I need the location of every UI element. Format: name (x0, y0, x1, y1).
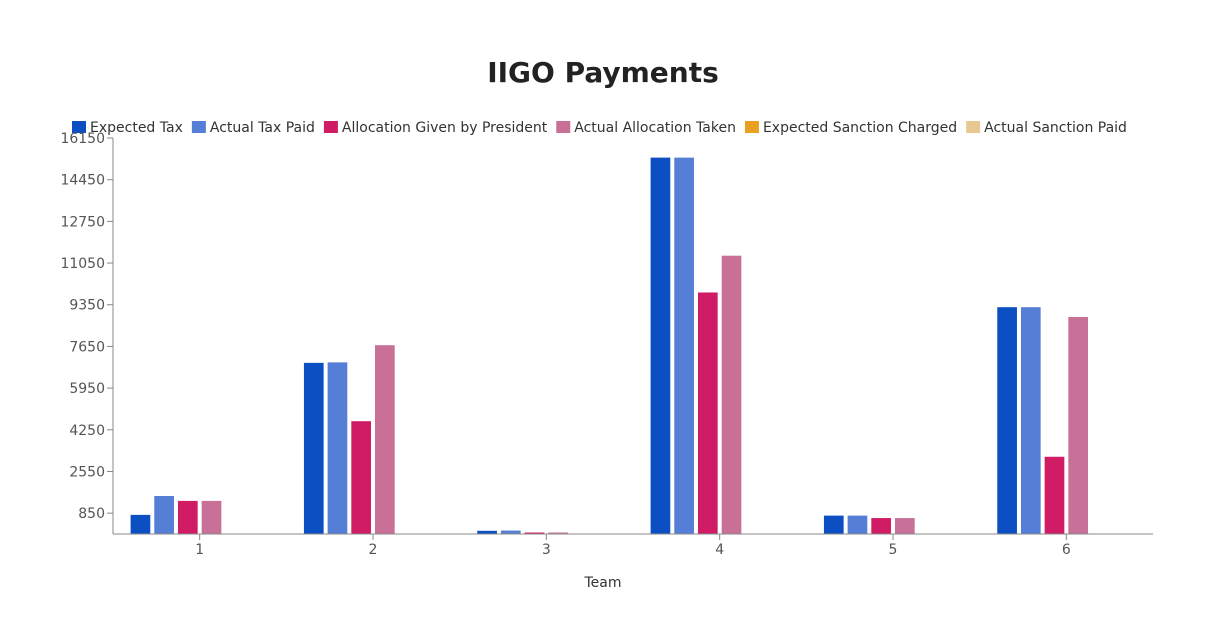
y-tick-label: 9350 (69, 298, 105, 314)
legend-swatch-5 (744, 121, 759, 133)
bar-team-5-series-4[interactable] (895, 518, 915, 534)
y-axis: 850 2550 4250 5950 7650 9350 11050 12750 14450 16… (60, 131, 114, 534)
bar-team-5-series-2[interactable] (847, 515, 868, 534)
x-tick-label: 6 (1062, 542, 1071, 558)
legend-swatch-4 (556, 121, 571, 133)
y-tick-label: 4250 (69, 423, 105, 439)
legend-label-5[interactable]: Expected Sanction Charged (763, 120, 957, 136)
bar-team-5-series-1[interactable] (823, 515, 844, 534)
bar-team-6-series-2[interactable] (1020, 307, 1041, 534)
bar-team-6-series-3[interactable] (1044, 456, 1065, 534)
bar-team-4-series-1[interactable] (650, 157, 671, 535)
bar-team-2-series-3[interactable] (351, 421, 371, 534)
x-tick-label: 5 (889, 542, 898, 558)
bar-team-2-series-1[interactable] (303, 362, 324, 534)
bar-team-3-series-3[interactable] (524, 532, 545, 534)
chart-title: IIGO Payments (487, 56, 719, 89)
legend: Expected Tax Actual Tax Paid Allocation Gi… (72, 120, 1127, 136)
y-tick-label: 14450 (60, 173, 105, 189)
bar-team-4-series-2[interactable] (674, 157, 694, 535)
bar-team-3-series-4[interactable] (548, 532, 569, 534)
bar-team-6-series-1[interactable] (997, 307, 1017, 534)
bar-team-1-series-4[interactable] (201, 500, 222, 534)
y-tick-label: 12750 (60, 214, 105, 230)
x-tick-label: 4 (715, 542, 724, 558)
x-tick-label: 2 (369, 542, 378, 558)
legend-label-2[interactable]: Actual Tax Paid (210, 120, 315, 136)
x-tick-label: 1 (195, 542, 204, 558)
x-axis-label: Team (583, 575, 621, 591)
legend-label-3[interactable]: Allocation Given by President (342, 120, 548, 136)
bar-team-4-series-3[interactable] (697, 292, 718, 534)
bar-team-4-series-4[interactable] (721, 255, 742, 534)
bar-team-5-series-3[interactable] (871, 518, 891, 534)
bar-team-6-series-4[interactable] (1068, 316, 1089, 534)
bar-team-3-series-2[interactable] (500, 530, 521, 534)
bar-team-1-series-2[interactable] (154, 495, 174, 534)
plot-area (130, 157, 1089, 535)
legend-swatch-1 (72, 121, 86, 133)
x-axis: 1 2 3 4 5 6 (113, 533, 1153, 558)
bar-team-1-series-1[interactable] (130, 514, 151, 534)
y-tick-label: 11050 (60, 256, 105, 272)
bar-team-1-series-3[interactable] (177, 500, 198, 534)
bar-team-3-series-1[interactable] (477, 530, 497, 534)
y-tick-label: 7650 (69, 339, 105, 355)
bar-team-2-series-2[interactable] (327, 362, 348, 534)
y-tick-label: 850 (78, 506, 105, 522)
bar-team-2-series-4[interactable] (375, 345, 395, 534)
legend-label-1[interactable]: Expected Tax (90, 120, 183, 136)
legend-label-4[interactable]: Actual Allocation Taken (574, 120, 736, 136)
y-tick-label: 16150 (60, 131, 105, 147)
legend-label-6[interactable]: Actual Sanction Paid (984, 120, 1127, 136)
legend-swatch-3 (323, 121, 338, 133)
x-tick-label: 3 (542, 542, 551, 558)
y-tick-label: 5950 (69, 381, 105, 397)
legend-swatch-6 (966, 121, 981, 133)
y-tick-label: 2550 (69, 464, 105, 480)
legend-swatch-2 (191, 121, 206, 133)
